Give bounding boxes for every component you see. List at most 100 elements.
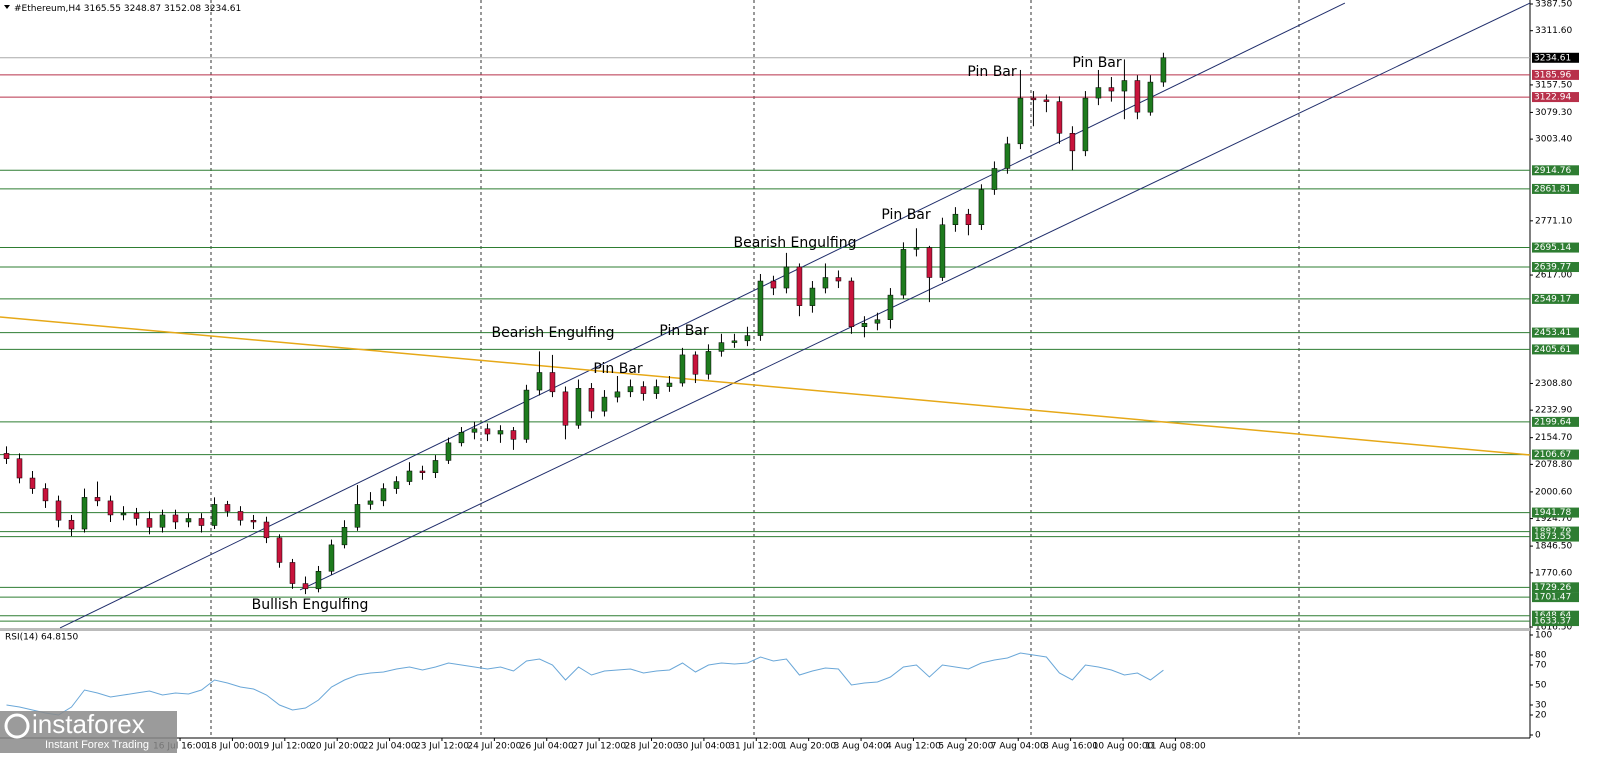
candle-body: [1147, 81, 1154, 113]
x-tick-label: 11 Aug 08:00: [1145, 742, 1206, 752]
ohlc: 3234.61: [204, 4, 241, 14]
candle-body: [1017, 97, 1024, 145]
candle-body: [1108, 87, 1115, 92]
candle-body: [380, 488, 387, 502]
x-tick-label: 23 Jul 12:00: [415, 742, 469, 752]
candle-body: [939, 224, 946, 278]
candle-body: [679, 354, 686, 384]
level-label-bg: [1532, 616, 1579, 627]
rsi-tick-label: 20: [1535, 711, 1547, 721]
y-tick-label: 3157.50: [1535, 80, 1572, 90]
level-label-bg: [1532, 262, 1579, 273]
ohlc: 3248.87: [124, 4, 161, 14]
level-label-bg: [1532, 507, 1579, 518]
level-label: 1633.37: [1534, 617, 1571, 627]
level-label-bg: [1532, 610, 1579, 621]
candle-body: [94, 497, 101, 502]
annotation: Bearish Engulfing: [491, 325, 614, 341]
x-tick-label: 5 Aug 20:00: [938, 742, 993, 752]
candle-body: [211, 504, 218, 526]
candle-body: [1004, 143, 1011, 169]
level-label: 2405.61: [1534, 345, 1571, 355]
plot: 3387.50 3311.60 3157.50 3079.30 3003.40 2771.…: [0, 0, 1579, 752]
candle-body: [198, 518, 205, 526]
y-tick-label: 1924.70: [1535, 514, 1572, 524]
candle-body: [640, 386, 647, 394]
level-label-bg: [1532, 531, 1579, 542]
candle-body: [133, 512, 140, 519]
candle-body: [601, 396, 608, 412]
x-tick-label: 26 Jul 04:00: [520, 742, 574, 752]
candle-body: [523, 389, 530, 440]
candle-body: [1030, 97, 1037, 101]
rsi-tick-label: 70: [1535, 661, 1547, 671]
annotation: Pin Bar: [1072, 55, 1122, 71]
candle-body: [276, 537, 283, 563]
watermark-brand: instaforex: [32, 709, 145, 739]
level-label: 2914.76: [1534, 166, 1571, 176]
candle-body: [458, 432, 465, 444]
candle-body: [1095, 87, 1102, 99]
trendline: [299, 2, 1531, 591]
y-tick-label: 3387.50: [1535, 0, 1572, 10]
candle-body: [432, 460, 439, 473]
y-tick-label: 1846.50: [1535, 542, 1572, 552]
candle-body: [588, 388, 595, 412]
x-tick-label: 16 Jul 16:00: [153, 742, 207, 752]
level-label-bg: [1532, 242, 1579, 253]
candle-body: [666, 382, 673, 387]
x-tick-label: 28 Jul 20:00: [625, 742, 679, 752]
rsi-tick-label: 0: [1535, 731, 1541, 741]
candle-body: [302, 583, 309, 590]
candle-body: [185, 518, 192, 523]
candle-body: [549, 372, 556, 393]
candle-body: [250, 519, 257, 523]
candle-body: [237, 511, 244, 521]
x-tick-label: 3 Aug 04:00: [834, 742, 889, 752]
candle-body: [341, 527, 348, 546]
candle-body: [484, 428, 491, 435]
candle-body: [614, 391, 621, 398]
candle-body: [835, 277, 842, 282]
candle-body: [1160, 57, 1167, 83]
menu-icon: [4, 5, 10, 9]
level-label: 2453.41: [1534, 328, 1571, 338]
candle-body: [81, 497, 88, 530]
candle-body: [978, 189, 985, 225]
level-label: 3122.94: [1534, 93, 1571, 103]
level-label: 2861.81: [1534, 184, 1571, 194]
x-tick-label: 18 Jul 00:00: [205, 742, 259, 752]
ohlc: 3152.08: [164, 4, 201, 14]
y-tick-label: 2771.10: [1535, 216, 1572, 226]
candle-body: [328, 544, 335, 572]
candle-body: [471, 428, 478, 433]
level-label-bg: [1532, 92, 1579, 103]
candle-body: [913, 247, 920, 250]
candle-body: [562, 391, 569, 426]
watermark-bg: [0, 711, 177, 753]
annotation: Pin Bar: [881, 207, 931, 223]
x-tick-label: 7 Aug 04:00: [991, 742, 1046, 752]
x-tick-label: 4 Aug 12:00: [886, 742, 941, 752]
candle-body: [68, 519, 75, 530]
candle-body: [315, 570, 322, 590]
candle-body: [159, 514, 166, 528]
level-label: 2199.64: [1534, 417, 1571, 427]
candle-body: [705, 351, 712, 375]
annotation: Bullish Engulfing: [252, 597, 369, 613]
candle-body: [120, 512, 127, 516]
candle-body: [1121, 80, 1128, 92]
candle-body: [692, 354, 699, 375]
x-tick-label: 19 Jul 12:00: [258, 742, 312, 752]
annotation: Pin Bar: [967, 64, 1017, 80]
level-label: 2106.67: [1534, 450, 1571, 460]
candle-body: [1043, 99, 1050, 102]
level-label-bg: [1532, 526, 1579, 537]
candle-body: [770, 280, 777, 289]
current-price-label: 3234.61: [1534, 53, 1571, 63]
candle-body: [1082, 97, 1089, 152]
level-label: 1729.26: [1534, 583, 1571, 593]
trendline: [59, 2, 1346, 629]
annotation: Pin Bar: [593, 361, 643, 377]
